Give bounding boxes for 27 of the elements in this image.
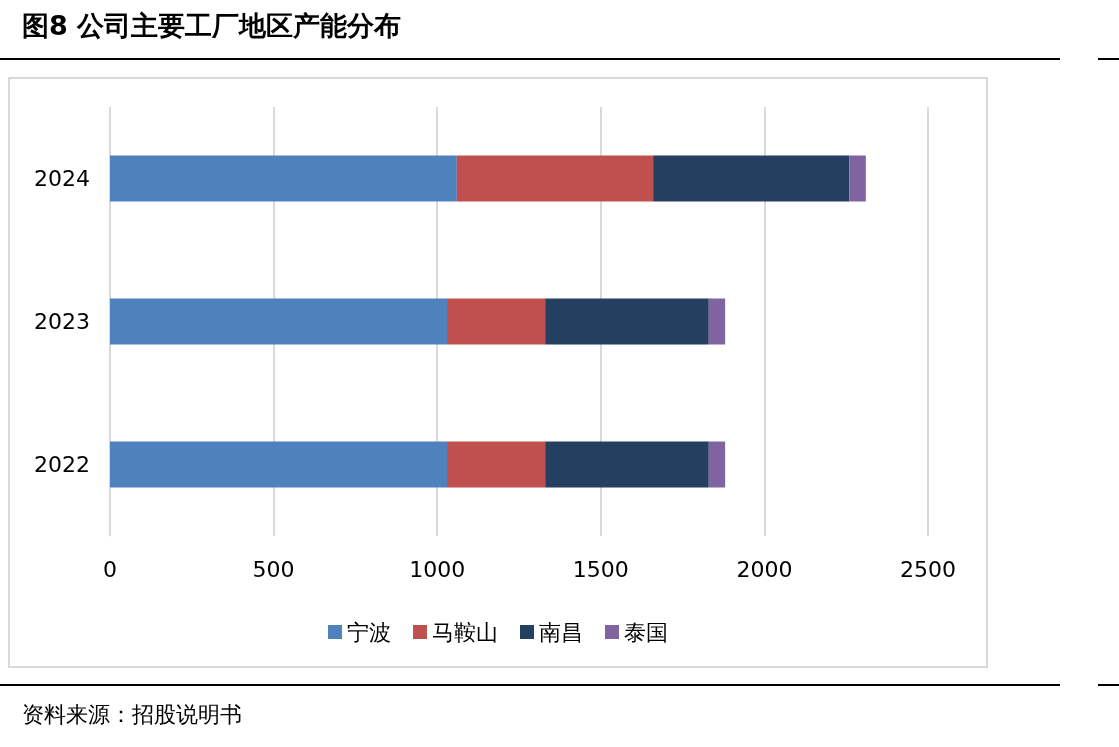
bar xyxy=(110,155,457,202)
x-tick-label: 1500 xyxy=(572,556,629,582)
x-tick-label: 500 xyxy=(252,556,295,582)
y-tick-label: 2024 xyxy=(34,166,90,191)
bar xyxy=(849,155,866,202)
x-tick-label: 0 xyxy=(103,556,117,582)
x-tick-label: 2500 xyxy=(900,556,956,582)
text: 资料来源：招股说明书 xyxy=(22,701,242,729)
legend-label: 马鞍山 xyxy=(432,619,498,645)
x-tick-label: 1000 xyxy=(409,556,466,582)
y-tick-label: 2023 xyxy=(34,309,90,334)
bar xyxy=(545,298,709,345)
bar xyxy=(447,298,546,345)
bar xyxy=(545,441,709,488)
x-tick-label: 2000 xyxy=(736,556,793,582)
bar xyxy=(456,155,654,202)
y-tick-label: 2022 xyxy=(34,452,90,477)
chart-title: 图8 公司主要工厂地区产能分布 xyxy=(22,9,402,43)
legend-label: 南昌 xyxy=(539,619,583,645)
bar xyxy=(110,298,448,345)
bar xyxy=(653,155,850,202)
bar xyxy=(110,441,448,488)
bar xyxy=(708,441,726,488)
bar xyxy=(447,441,546,488)
legend-label: 泰国 xyxy=(624,619,668,645)
legend-label: 宁波 xyxy=(347,619,391,645)
bar xyxy=(708,298,726,345)
